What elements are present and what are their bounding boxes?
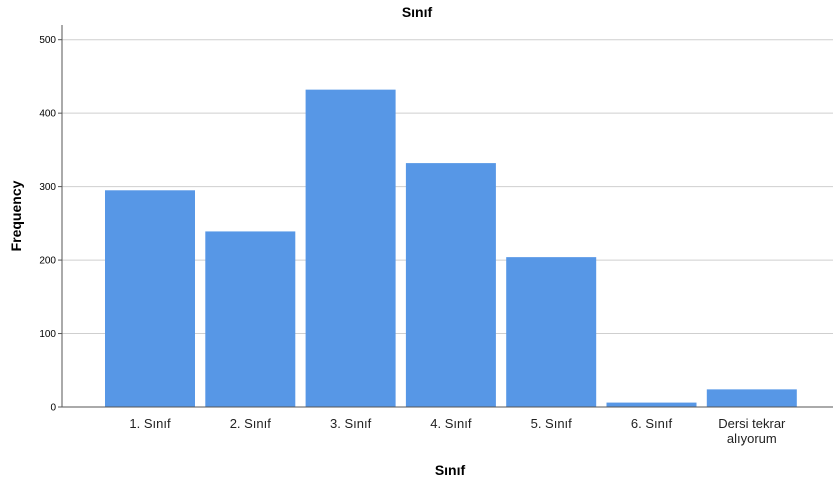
bar-6: [606, 402, 697, 407]
bar-5: [506, 257, 597, 407]
x-tick-label: 6. Sınıf: [631, 416, 673, 431]
y-tick-label: 100: [39, 329, 56, 340]
y-axis-ticks: 0 100 200 300 400 500: [39, 35, 62, 414]
chart-title: Sınıf: [402, 4, 433, 20]
x-tick-label: 2. Sınıf: [230, 416, 272, 431]
x-tick-label: 1. Sınıf: [129, 416, 171, 431]
x-tick-label: 4. Sınıf: [430, 416, 472, 431]
x-axis-label: Sınıf: [435, 462, 466, 478]
bar-2: [205, 231, 296, 407]
bar-3: [305, 89, 396, 408]
y-tick-label: 400: [39, 109, 56, 120]
bar-1: [105, 190, 195, 407]
x-axis-ticks: 1. Sınıf 2. Sınıf 3. Sınıf 4. Sınıf 5. Sınıf…: [129, 416, 786, 446]
y-tick-label: 300: [39, 182, 56, 193]
bar-7: [706, 389, 797, 407]
y-tick-label: 500: [39, 35, 56, 46]
y-axis-label: Frequency: [8, 180, 24, 251]
x-tick-label: Dersi tekrar alıyorum: [718, 416, 786, 446]
x-tick-label: 5. Sınıf: [531, 416, 573, 431]
bars: [105, 89, 797, 408]
x-tick-label: 3. Sınıf: [330, 416, 372, 431]
bar-4: [405, 163, 496, 407]
y-tick-label: 0: [50, 403, 56, 414]
y-tick-label: 200: [39, 256, 56, 267]
